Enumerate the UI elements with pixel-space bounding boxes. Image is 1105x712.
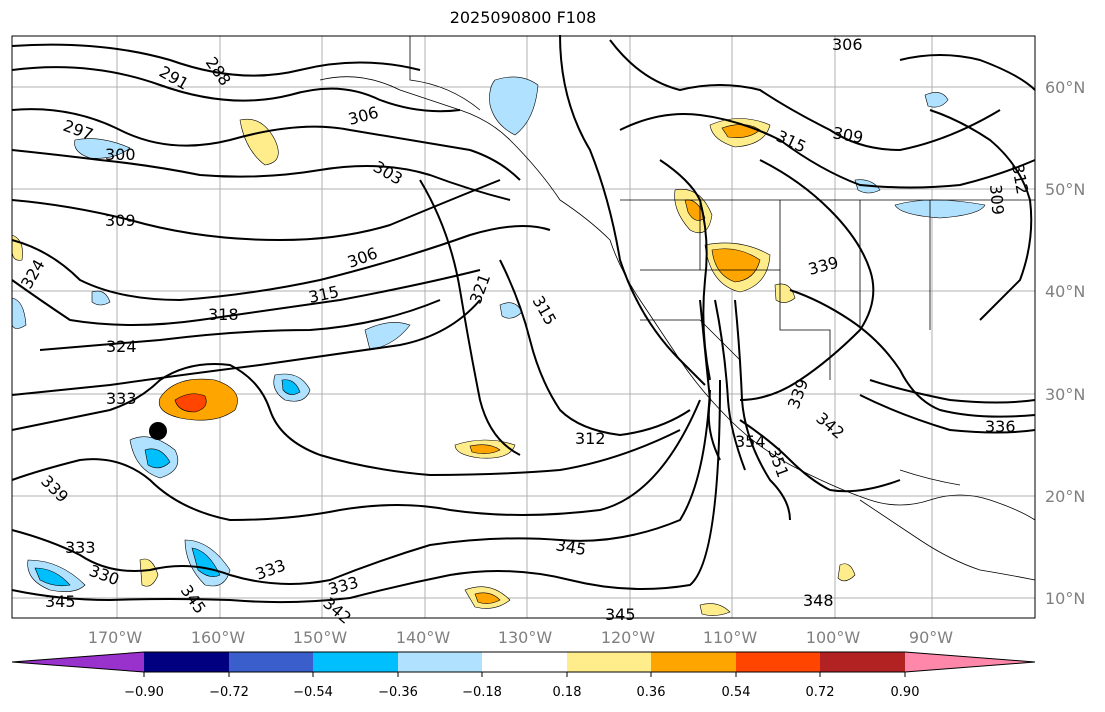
- contour-label: 309: [105, 211, 136, 230]
- colorbar-bin: [820, 652, 905, 672]
- contour-label: 300: [105, 145, 136, 164]
- lon-tick-label: 170°W: [88, 628, 143, 647]
- contour-label: 324: [106, 337, 137, 356]
- lon-tick-label: 130°W: [498, 628, 553, 647]
- longitude-axis: 170°W 160°W 150°W 140°W 130°W 120°W 110°…: [88, 628, 953, 647]
- colorbar-bin: [651, 652, 736, 672]
- coastlines: [319, 36, 1036, 581]
- colorbar-bin: [567, 652, 651, 672]
- lon-tick-label: 160°W: [191, 628, 246, 647]
- contour-label: 348: [803, 591, 834, 610]
- colorbar-bin: [313, 652, 398, 672]
- contour-label: 333: [106, 389, 137, 408]
- contour-label: 318: [208, 305, 239, 324]
- contour-label: 345: [45, 592, 76, 611]
- colorbar-bin: [144, 652, 229, 672]
- colorbar-tick-label: 0.72: [806, 685, 835, 700]
- lat-tick-label: 10°N: [1045, 589, 1085, 608]
- lon-tick-label: 90°W: [909, 628, 953, 647]
- lat-tick-label: 50°N: [1045, 180, 1085, 199]
- storm-dot-marker: [149, 422, 167, 440]
- contour-label: 333: [65, 538, 96, 557]
- height-contours: [11, 34, 1036, 604]
- colorbar-tick-label: −0.90: [124, 685, 164, 700]
- colorbar-tick-label: −0.72: [209, 685, 249, 700]
- colorbar-tick-label: −0.54: [293, 685, 333, 700]
- lat-tick-label: 20°N: [1045, 487, 1085, 506]
- contour-label: 354: [735, 432, 766, 451]
- latitude-axis: 60°N 50°N 40°N 30°N 20°N 10°N: [1045, 78, 1085, 608]
- lon-tick-label: 100°W: [806, 628, 861, 647]
- contour-label: 312: [575, 429, 606, 448]
- lat-tick-label: 60°N: [1045, 78, 1085, 97]
- colorbar-tick-label: 0.36: [637, 685, 666, 700]
- contour-label: 309: [986, 184, 1008, 216]
- map-frame: [11, 35, 1036, 619]
- colorbar-tick-label: −0.36: [378, 685, 418, 700]
- colorbar-tick-label: 0.54: [722, 685, 751, 700]
- colorbar-tick-label: −0.18: [462, 685, 502, 700]
- colorbar-extend-low: [12, 652, 144, 672]
- map-title: 2025090800 F108: [449, 8, 597, 27]
- colorbar-tick-label: 0.90: [891, 685, 920, 700]
- lat-tick-label: 30°N: [1045, 385, 1085, 404]
- colorbar-bin: [736, 652, 820, 672]
- colorbar: −0.90 −0.72 −0.54 −0.36 −0.18 0.18 0.36 …: [11, 651, 1036, 700]
- graticule: [12, 36, 1035, 618]
- contour-label: 306: [832, 35, 863, 54]
- lon-tick-label: 150°W: [293, 628, 348, 647]
- colorbar-bin: [398, 652, 482, 672]
- lon-tick-label: 110°W: [703, 628, 758, 647]
- lon-tick-label: 120°W: [601, 628, 656, 647]
- colorbar-tick-label: 0.18: [553, 685, 582, 700]
- shaded-anomalies: [11, 76, 986, 616]
- colorbar-bin: [229, 652, 313, 672]
- contour-label: 336: [985, 417, 1016, 436]
- map-background: [12, 36, 1035, 618]
- colorbar-bin: [482, 652, 567, 672]
- lat-tick-label: 40°N: [1045, 282, 1085, 301]
- lon-tick-label: 140°W: [396, 628, 451, 647]
- colorbar-extend-high: [905, 652, 1035, 672]
- contour-label: 345: [605, 605, 636, 624]
